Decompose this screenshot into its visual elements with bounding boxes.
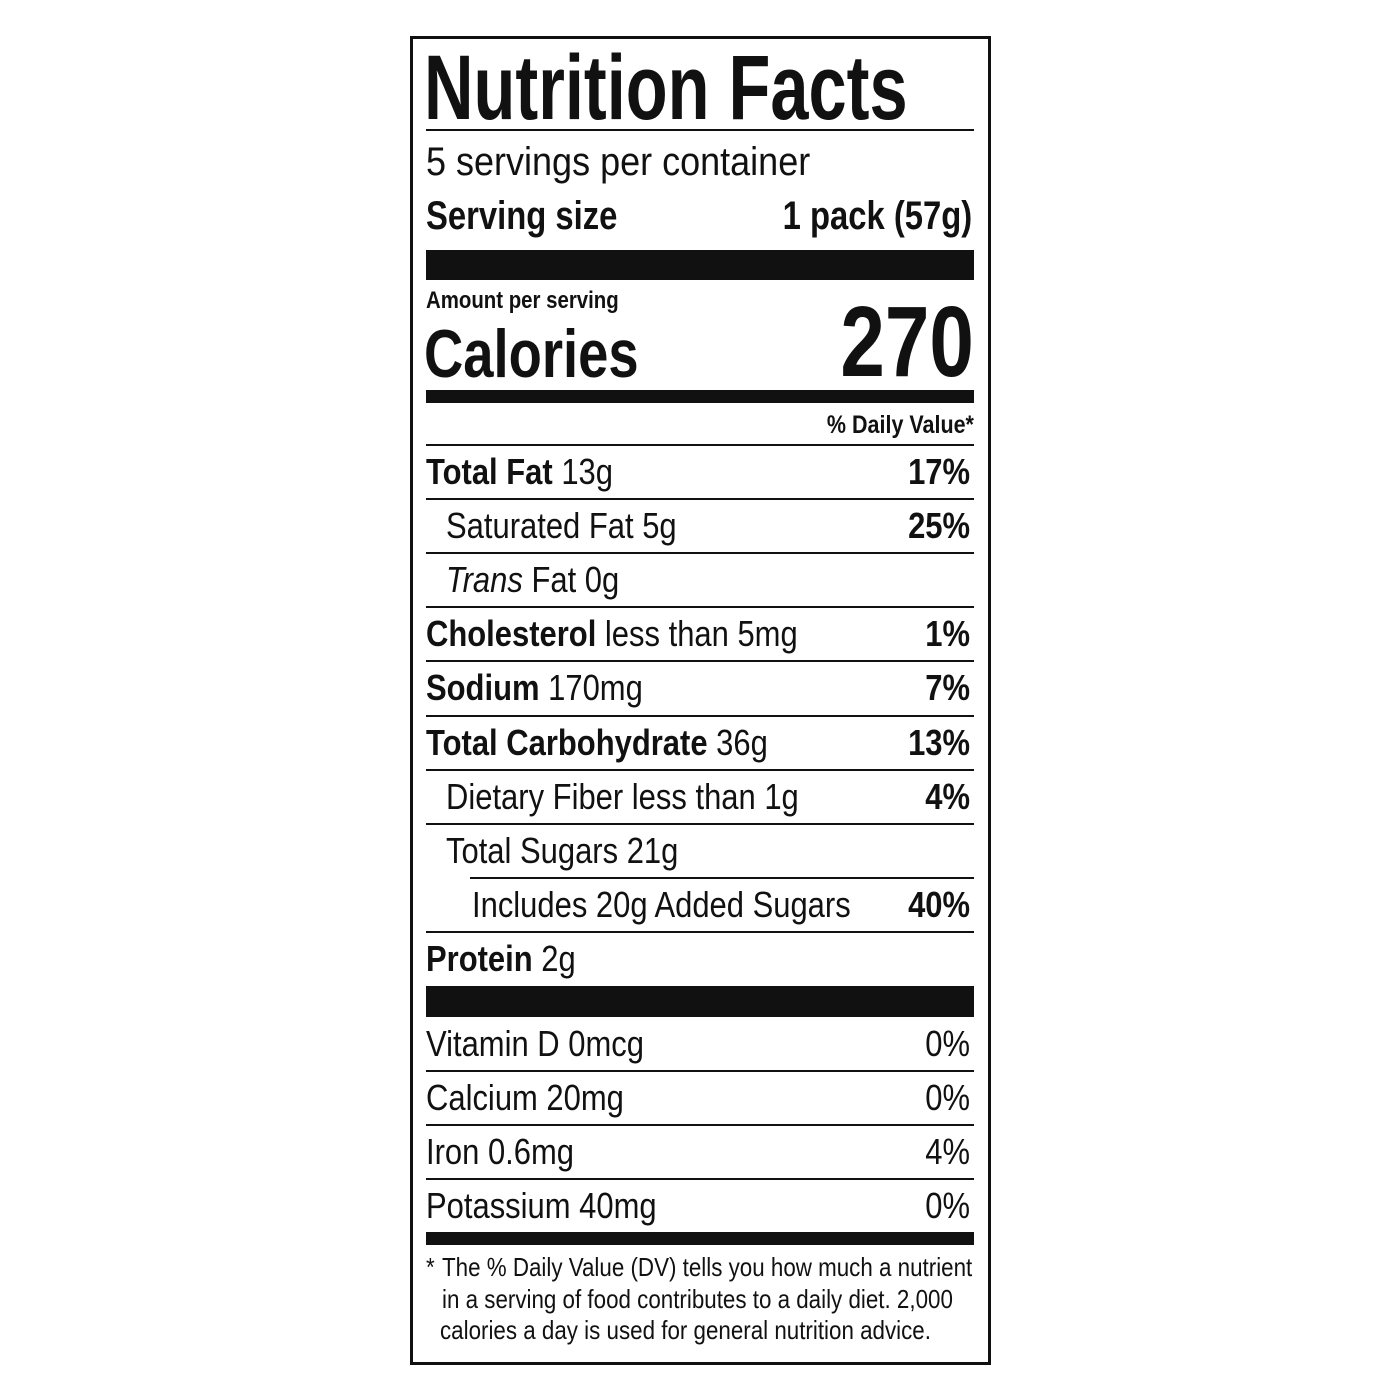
nutrient-name: Protein (426, 938, 533, 979)
footnote-line: in a serving of food contributes to a da… (442, 1283, 953, 1314)
nutrient-dv: 7% (925, 667, 970, 708)
vitamin-name: Calcium 20mg (426, 1077, 624, 1118)
divider (426, 498, 974, 500)
nutrient-dv: 4% (925, 776, 970, 817)
title-text: Nutrition Facts (424, 37, 908, 139)
divider (426, 769, 974, 771)
vitamin-dv: 4% (925, 1131, 970, 1172)
footnote: * The % Daily Value (DV) tells you how mu… (426, 1252, 986, 1347)
servings-per-container: 5 servings per container (426, 138, 853, 186)
divider (426, 1178, 974, 1180)
nutrient-row-total-sugars: Total Sugars 21g (426, 824, 970, 878)
vitamin-name: Potassium 40mg (426, 1185, 657, 1226)
divider (426, 715, 974, 717)
vitamin-name: Iron 0.6mg (426, 1131, 575, 1172)
nutrient-dv: 40% (908, 884, 970, 925)
divider (426, 660, 974, 662)
vitamin-dv: 0% (925, 1023, 970, 1064)
nutrient-amount: 13g (561, 451, 613, 492)
vitamin-row-iron: Iron 0.6mg 4% (426, 1125, 970, 1179)
medium-divider (426, 1232, 974, 1245)
nutrient-row-total-fat: Total Fat 13g 17% (426, 445, 970, 499)
divider (426, 129, 974, 131)
nutrient-row-saturated-fat: Saturated Fat 5g 25% (426, 499, 970, 553)
calories-label-text: Calories (424, 316, 639, 392)
footnote-line: calories a day is used for general nutri… (440, 1315, 931, 1345)
nutrient-row-sodium: Sodium 170mg 7% (426, 661, 970, 715)
nutrient-row-cholesterol: Cholesterol less than 5mg 1% (426, 607, 970, 661)
nutrient-name: Dietary Fiber less than 1g (446, 776, 799, 817)
nutrient-name: Total Fat (426, 451, 553, 492)
thick-divider (426, 250, 974, 280)
nutrient-name: Includes 20g Added Sugars (472, 884, 851, 925)
daily-value-header-text: % Daily Value* (826, 411, 974, 439)
label-title: Nutrition Facts (424, 38, 1073, 138)
nutrient-amount: 170mg (548, 667, 643, 708)
nutrient-name-italic: Trans (446, 559, 523, 600)
nutrient-name: Total Carbohydrate (426, 722, 708, 763)
divider (426, 444, 974, 446)
footnote-asterisk: * (426, 1252, 435, 1282)
nutrient-row-added-sugars: Includes 20g Added Sugars 40% (426, 878, 970, 932)
serving-size-value: 1 pack (57g) (782, 194, 972, 238)
amount-per-serving: Amount per serving (426, 286, 653, 316)
thick-divider (426, 986, 974, 1017)
divider (426, 1124, 974, 1126)
vitamin-row-calcium: Calcium 20mg 0% (426, 1071, 970, 1125)
amount-per-serving-text: Amount per serving (426, 287, 619, 314)
divider (426, 606, 974, 608)
daily-value-header: % Daily Value* (803, 409, 974, 441)
nutrient-dv: 25% (908, 505, 970, 546)
nutrient-name: Sodium (426, 667, 540, 708)
nutrient-name: Total Sugars 21g (446, 830, 679, 871)
divider (426, 823, 974, 825)
footnote-line: The % Daily Value (DV) tells you how muc… (442, 1252, 973, 1282)
nutrient-amount: 2g (541, 938, 576, 979)
nutrient-amount: 36g (716, 722, 768, 763)
nutrient-name: Saturated Fat 5g (446, 505, 677, 546)
serving-size-row: Serving size 1 pack (57g) (426, 192, 972, 240)
servings-text: 5 servings per container (426, 140, 811, 184)
nutrient-row-dietary-fiber: Dietary Fiber less than 1g 4% (426, 770, 970, 824)
nutrient-amount: less than 5mg (604, 613, 798, 654)
nutrient-row-trans-fat: Trans Fat 0g (426, 553, 970, 607)
vitamin-name: Vitamin D 0mcg (426, 1023, 644, 1064)
vitamin-dv: 0% (925, 1185, 970, 1226)
nutrition-label-border (410, 36, 991, 1365)
vitamin-row-vitamin-d: Vitamin D 0mcg 0% (426, 1017, 970, 1071)
nutrient-dv: 1% (925, 613, 970, 654)
serving-size-label: Serving size (426, 194, 618, 238)
medium-divider (426, 390, 974, 403)
calories-value-text: 270 (840, 286, 974, 398)
calories-label: Calories (424, 316, 692, 392)
vitamin-row-potassium: Potassium 40mg 0% (426, 1179, 970, 1233)
nutrient-row-protein: Protein 2g (426, 932, 970, 986)
calories-value: 270 (807, 292, 974, 392)
divider (426, 1070, 974, 1072)
divider (426, 552, 974, 554)
vitamin-dv: 0% (925, 1077, 970, 1118)
divider (470, 877, 974, 879)
nutrient-row-total-carbohydrate: Total Carbohydrate 36g 13% (426, 716, 970, 770)
nutrient-dv: 17% (908, 451, 970, 492)
nutrient-name: Fat 0g (531, 559, 620, 600)
nutrient-name: Cholesterol (426, 613, 597, 654)
nutrient-dv: 13% (908, 722, 970, 763)
divider (426, 931, 974, 933)
